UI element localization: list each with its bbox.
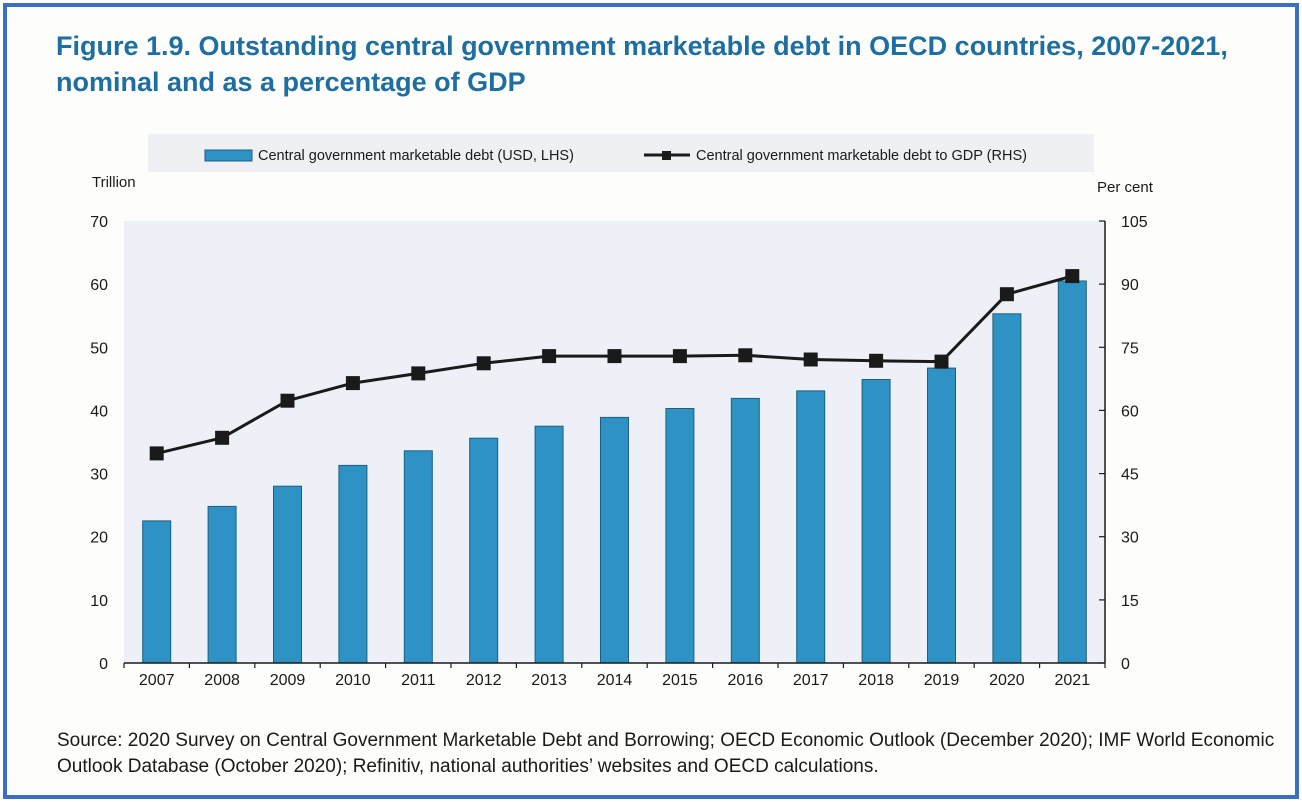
bar-2014 (600, 416, 629, 664)
source-line-1: Source: 2020 Survey on Central Governmen… (57, 730, 1275, 751)
line-marker-2011 (411, 366, 426, 381)
bar-2019 (927, 367, 956, 664)
legend-band (148, 134, 1094, 172)
line-marker-2016 (738, 348, 753, 363)
left-axis-ticks: 0 10 20 30 40 50 60 70 (90, 214, 108, 673)
bar-series (142, 280, 1087, 664)
source-note: Source: 2020 Survey on Central Governmen… (57, 728, 1287, 780)
line-marker-2008 (215, 430, 230, 445)
legend-label-bar: Central government marketable debt (USD,… (258, 148, 574, 164)
bar-2013 (534, 425, 564, 664)
line-marker-2009 (280, 393, 295, 408)
right-tick-label: 0 (1121, 656, 1130, 673)
figure-title: Figure 1.9. Outstanding central governme… (56, 28, 1256, 100)
x-tick-label: 2019 (924, 672, 960, 689)
title-line-1: Figure 1.9. Outstanding central governme… (56, 31, 1228, 61)
line-marker-2021 (1065, 269, 1080, 284)
bar-2021 (1057, 280, 1087, 664)
x-tick-label: 2017 (793, 672, 829, 689)
bar-2020 (992, 313, 1022, 664)
x-tick-label: 2016 (728, 672, 764, 689)
left-tick-label: 0 (99, 656, 108, 673)
x-tick-label: 2011 (401, 672, 436, 689)
line-series (149, 269, 1080, 461)
x-tick-label: 2013 (531, 672, 567, 689)
left-tick-label: 70 (90, 214, 108, 231)
left-tick-label: 40 (90, 403, 108, 420)
left-tick-label: 30 (90, 467, 108, 484)
x-tick-label: 2018 (858, 672, 894, 689)
x-tick-label: 2008 (204, 672, 240, 689)
x-tick-label: 2015 (662, 672, 698, 689)
right-tick-label: 15 (1121, 593, 1139, 610)
title-line-2: nominal and as a percentage of GDP (56, 67, 526, 97)
right-axis-title: Per cent (1097, 179, 1154, 196)
bar-2015 (665, 408, 695, 664)
line-marker-2012 (476, 356, 491, 371)
line-marker-2020 (999, 287, 1014, 302)
source-line-2: Outlook Database (October 2020); Refinit… (57, 756, 879, 777)
right-tick-label: 90 (1121, 277, 1139, 294)
line-marker-2017 (803, 352, 818, 367)
x-tick-label: 2014 (597, 672, 633, 689)
bar-2009 (273, 485, 302, 664)
legend-label-line: Central government marketable debt to GD… (696, 148, 1027, 164)
legend: Central government marketable debt (USD,… (204, 148, 1027, 164)
bar-2018 (861, 379, 891, 664)
left-tick-label: 60 (90, 277, 108, 294)
bar-2012 (469, 437, 499, 664)
x-tick-label: 2012 (466, 672, 502, 689)
x-tick-label: 2007 (139, 672, 175, 689)
line-marker-2018 (869, 353, 884, 368)
right-axis-ticks: 0 15 30 45 60 75 90 105 (1099, 214, 1148, 673)
x-axis-ticks: 2007 2008 2009 2010 2011 2012 2013 2014 2015 2016… (123, 663, 1106, 689)
x-tick-label: 2021 (1055, 672, 1091, 689)
left-tick-label: 20 (90, 530, 108, 547)
line-marker-2007 (149, 446, 164, 461)
x-tick-label: 2020 (989, 672, 1025, 689)
right-tick-label: 75 (1121, 340, 1139, 357)
left-axis-title: Trillion (92, 174, 136, 191)
legend-swatch-marker (662, 151, 671, 160)
line-marker-2014 (607, 349, 622, 364)
right-tick-label: 45 (1121, 467, 1139, 484)
right-tick-label: 105 (1121, 214, 1148, 231)
left-tick-label: 10 (90, 593, 108, 610)
bar-2010 (338, 464, 368, 664)
line-marker-2019 (934, 354, 949, 369)
bar-2016 (730, 397, 760, 664)
bar-2017 (796, 390, 826, 664)
line-marker-2013 (542, 349, 557, 364)
legend-swatch-bar (204, 149, 253, 162)
right-tick-label: 30 (1121, 530, 1139, 547)
line-marker-2010 (345, 376, 360, 391)
bar-2007 (142, 520, 172, 664)
right-tick-label: 60 (1121, 403, 1139, 420)
x-tick-label: 2009 (270, 672, 306, 689)
bar-2011 (403, 450, 433, 664)
line-marker-2015 (672, 349, 687, 364)
x-tick-label: 2010 (335, 672, 371, 689)
bar-2008 (207, 505, 237, 664)
left-tick-label: 50 (90, 340, 108, 357)
